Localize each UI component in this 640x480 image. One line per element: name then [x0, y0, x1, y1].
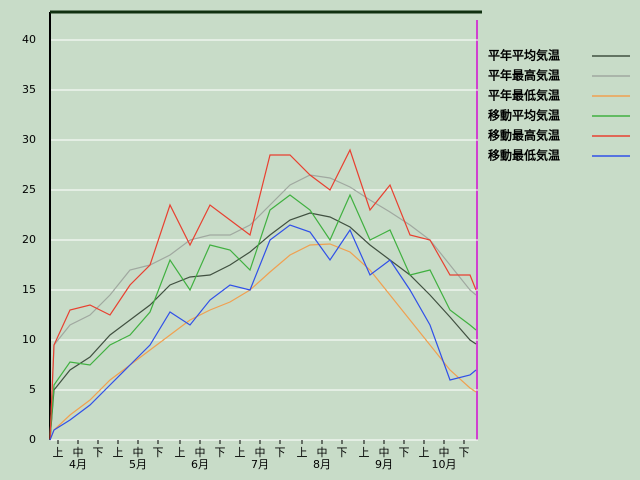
x-tick-label: 上: [297, 446, 308, 459]
x-tick-label: 上: [113, 446, 124, 459]
legend-label: 移動平均気温: [488, 108, 560, 123]
y-tick-label: 15: [22, 283, 36, 296]
y-tick-label: 20: [22, 233, 36, 246]
x-tick-label: 上: [419, 446, 430, 459]
month-label: 7月: [251, 458, 269, 471]
y-tick-label: 35: [22, 83, 36, 96]
series-line: [49, 212, 477, 441]
x-tick-label: 中: [133, 446, 144, 459]
y-tick-label: 25: [22, 183, 36, 196]
y-tick-label: 40: [22, 33, 36, 46]
y-tick-label: 30: [22, 133, 36, 146]
series-line: [49, 243, 477, 441]
y-tick-label: 5: [29, 383, 36, 396]
x-tick-label: 下: [337, 446, 348, 459]
x-tick-label: 下: [459, 446, 470, 459]
x-tick-label: 下: [215, 446, 226, 459]
legend-label: 平年最高気温: [488, 68, 560, 83]
y-tick-label: 10: [22, 333, 36, 346]
x-tick-label: 下: [399, 446, 410, 459]
x-tick-label: 中: [195, 446, 206, 459]
x-tick-label: 中: [255, 446, 266, 459]
month-label: 8月: [313, 458, 331, 471]
x-tick-label: 上: [175, 446, 186, 459]
month-label: 4月: [69, 458, 87, 471]
month-label: 10月: [432, 458, 457, 471]
x-tick-label: 上: [359, 446, 370, 459]
series-line: [49, 224, 477, 441]
legend-label: 移動最高気温: [488, 128, 560, 143]
legend-label: 平年平均気温: [488, 48, 560, 63]
x-tick-label: 下: [275, 446, 286, 459]
x-tick-label: 下: [93, 446, 104, 459]
series-line: [49, 148, 477, 441]
month-label: 6月: [191, 458, 209, 471]
month-label: 9月: [375, 458, 393, 471]
legend-label: 移動最低気温: [488, 148, 560, 163]
x-tick-label: 中: [379, 446, 390, 459]
x-tick-label: 中: [317, 446, 328, 459]
x-tick-label: 上: [53, 446, 64, 459]
x-tick-label: 下: [153, 446, 164, 459]
legend-label: 平年最低気温: [488, 88, 560, 103]
x-tick-label: 上: [235, 446, 246, 459]
y-tick-label: 0: [29, 433, 36, 446]
series-line: [49, 174, 477, 441]
x-tick-label: 中: [73, 446, 84, 459]
x-tick-label: 中: [439, 446, 450, 459]
series-line: [49, 193, 477, 441]
month-label: 5月: [129, 458, 147, 471]
